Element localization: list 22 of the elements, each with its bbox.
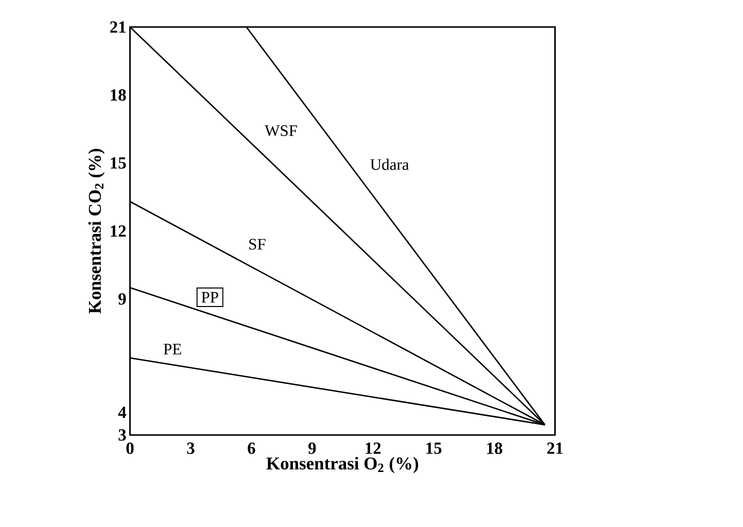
x-tick-label: 21 — [547, 442, 563, 454]
y-axis-title: Konsentrasi CO$_{2}$ (%) — [88, 148, 105, 314]
y-tick-label: 4 — [118, 406, 126, 418]
y-tick-label: 18 — [110, 89, 126, 101]
x-tick-label: 9 — [308, 442, 316, 454]
x-tick-label: 18 — [487, 442, 502, 454]
y-tick-label: 15 — [110, 157, 126, 169]
series-label: Udara — [370, 158, 409, 170]
series-label: SF — [249, 238, 266, 250]
x-axis-title: Konsentrasi O$_{2}$ (%) — [266, 456, 418, 474]
y-tick-label: 3 — [118, 429, 126, 441]
series-label: WSF — [264, 125, 297, 136]
y-tick-label: 12 — [110, 225, 126, 237]
x-tick-label: 15 — [426, 442, 442, 454]
y-tick-label: 9 — [118, 293, 126, 305]
x-tick-label: 12 — [366, 442, 381, 454]
series-label: PE — [164, 344, 182, 354]
series-label: PP — [201, 292, 218, 302]
x-tick-label: 0 — [126, 442, 134, 454]
x-tick-label: 3 — [187, 442, 194, 454]
x-tick-label: 6 — [248, 442, 256, 454]
y-tick-label: 21 — [110, 21, 126, 33]
